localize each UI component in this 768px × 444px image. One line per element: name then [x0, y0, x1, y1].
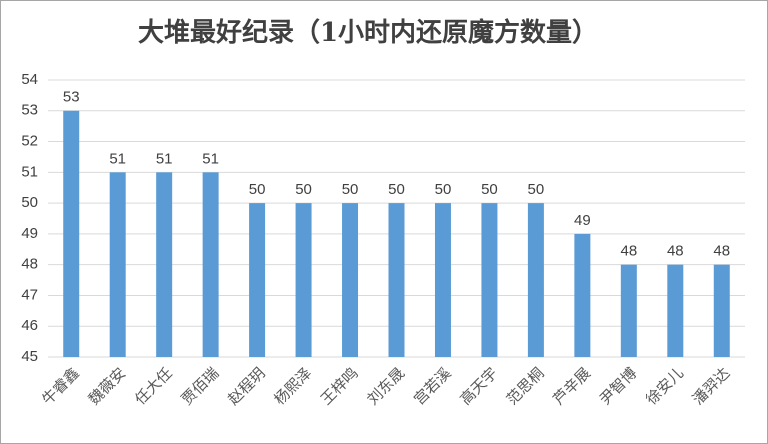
bar — [667, 264, 684, 357]
chart-title: 大堆最好纪录（1小时内还原魔方数量） — [138, 17, 598, 48]
bar — [574, 233, 591, 357]
value-label: 51 — [109, 150, 126, 167]
value-label: 50 — [481, 181, 498, 198]
value-label: 49 — [574, 212, 591, 229]
value-label: 50 — [295, 181, 312, 198]
bar — [156, 172, 173, 357]
bar — [713, 264, 730, 357]
value-label: 53 — [63, 89, 80, 106]
y-tick-label: 54 — [21, 71, 38, 88]
bar — [527, 203, 544, 357]
bar — [620, 264, 637, 357]
y-tick-label: 45 — [21, 348, 38, 365]
bar — [342, 203, 359, 357]
bar — [202, 172, 219, 357]
value-label: 50 — [435, 181, 452, 198]
value-label: 51 — [202, 150, 219, 167]
y-tick-label: 47 — [21, 286, 38, 303]
bar — [249, 203, 266, 357]
value-label: 51 — [156, 150, 173, 167]
value-label: 50 — [342, 181, 359, 198]
bar — [63, 110, 80, 358]
value-label: 50 — [388, 181, 405, 198]
y-tick-label: 46 — [21, 317, 38, 334]
bar — [295, 203, 312, 357]
y-tick-label: 49 — [21, 225, 38, 242]
y-tick-label: 50 — [21, 194, 38, 211]
bar — [109, 172, 126, 357]
bar — [481, 203, 498, 357]
y-tick-label: 51 — [21, 163, 38, 180]
value-label: 48 — [620, 243, 637, 260]
bar — [388, 203, 405, 357]
y-tick-label: 53 — [21, 102, 38, 119]
value-label: 50 — [249, 181, 266, 198]
y-tick-label: 48 — [21, 256, 38, 273]
value-label: 48 — [713, 243, 730, 260]
value-label: 48 — [667, 243, 684, 260]
value-label: 50 — [528, 181, 545, 198]
y-tick-label: 52 — [21, 133, 38, 150]
bar — [434, 203, 451, 357]
